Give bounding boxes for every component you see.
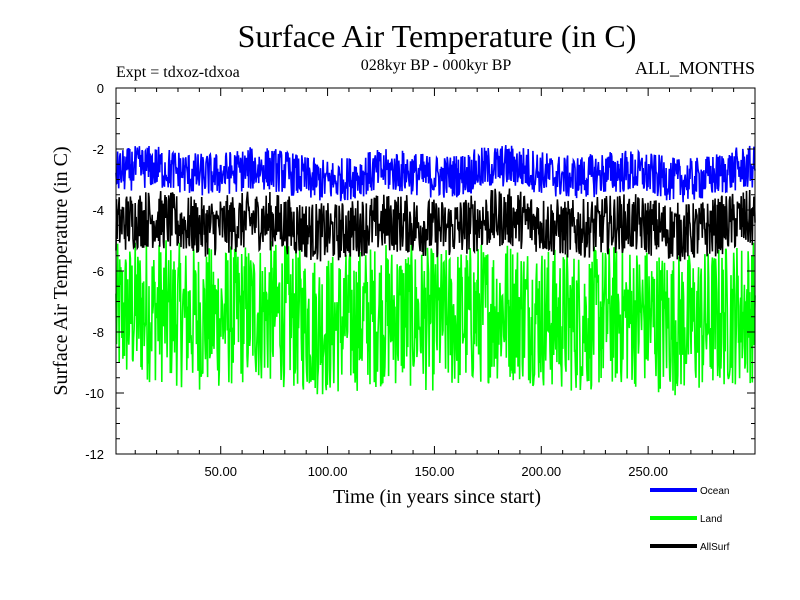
- series-line-ocean: [115, 145, 756, 203]
- y-tick-label: -2: [92, 142, 104, 157]
- x-tick-label: 250.00: [628, 464, 668, 479]
- axis-layer: 0 -2 -4 -6 -8 -10 -12 50.00 100.00 150.00 200.00 25…: [85, 81, 755, 479]
- y-tick-label: -10: [85, 386, 104, 401]
- x-axis-label: Time (in years since start): [333, 486, 541, 508]
- series-line-land: [115, 240, 756, 396]
- x-tick-label: 150.00: [415, 464, 455, 479]
- chart-subtitle-left: Expt = tdxoz-tdxoa: [116, 64, 240, 81]
- y-tick-label: -12: [85, 447, 104, 462]
- series-layer: [115, 145, 756, 396]
- chart-subtitle-center: 028kyr BP - 000kyr BP: [361, 57, 512, 74]
- chart-subtitle-right: ALL_MONTHS: [635, 58, 755, 78]
- y-tick-label: -8: [92, 325, 104, 340]
- y-tick-label: 0: [97, 81, 104, 96]
- x-tick-label: 50.00: [204, 464, 237, 479]
- legend-label-allsurf: AllSurf: [700, 542, 730, 553]
- x-tick-label: 100.00: [308, 464, 348, 479]
- chart-title: Surface Air Temperature (in C): [238, 18, 637, 54]
- x-tick-label: 200.00: [521, 464, 561, 479]
- y-tick-label: -6: [92, 264, 104, 279]
- y-axis-label: Surface Air Temperature (in C): [50, 146, 72, 395]
- y-tick-label: -4: [92, 203, 104, 218]
- legend-label-land: Land: [700, 514, 722, 525]
- legend-label-ocean: Ocean: [700, 486, 729, 497]
- series-line-allsurf: [115, 188, 756, 262]
- legend: Ocean Land AllSurf: [650, 486, 730, 553]
